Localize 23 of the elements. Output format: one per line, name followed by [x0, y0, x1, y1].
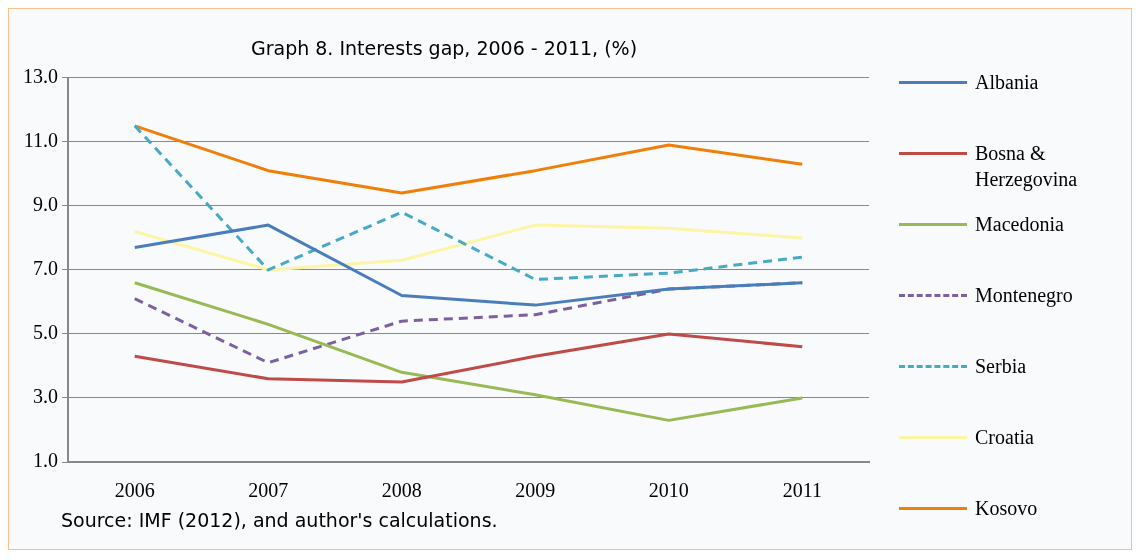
legend-label: Montenegro: [975, 283, 1074, 308]
legend-label: Kosovo: [975, 496, 1039, 521]
legend-label: Serbia: [975, 354, 1028, 379]
y-tick-label: 7.0: [33, 257, 58, 280]
x-tick-label: 2010: [648, 479, 689, 502]
legend-label: Croatia: [975, 425, 1035, 450]
y-tick-label: 3.0: [33, 385, 58, 408]
y-tick-label: 13.0: [23, 65, 58, 88]
x-tick-label: 2011: [782, 479, 822, 502]
x-tick-label: 2006: [114, 479, 155, 502]
x-tick-label: 2009: [515, 479, 556, 502]
x-tick-label: 2007: [248, 479, 289, 502]
x-tick-label: 2008: [381, 479, 422, 502]
y-tick-label: 1.0: [33, 449, 58, 472]
y-tick-label: 5.0: [33, 321, 58, 344]
line-series: [133, 124, 804, 282]
legend-label: Macedonia: [975, 212, 1065, 237]
chart-title: Graph 8. Interests gap, 2006 - 2011, (%): [250, 37, 638, 60]
legend-label: Albania: [975, 70, 1040, 95]
legend-label: Bosna & Herzegovina: [975, 141, 1079, 192]
y-tick-label: 11.0: [23, 129, 58, 152]
source-note: Source: IMF (2012), and author's calculations.: [61, 509, 498, 531]
y-tick-label: 9.0: [33, 193, 58, 216]
